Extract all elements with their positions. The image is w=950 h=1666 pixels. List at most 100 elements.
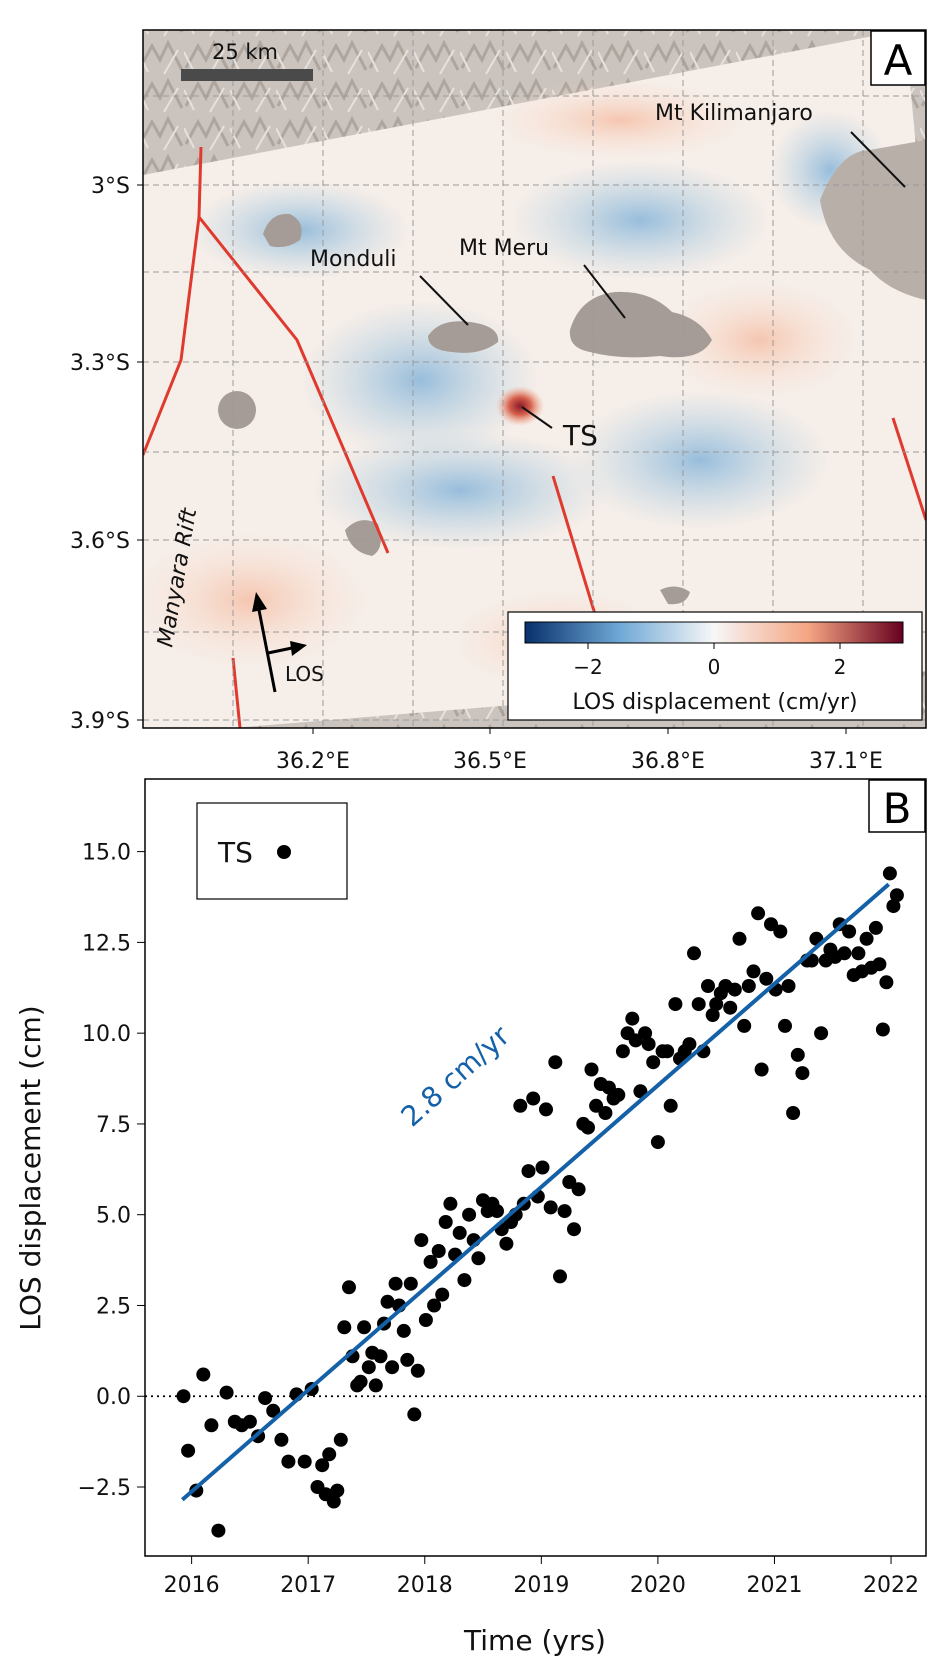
- data-point: [396, 1323, 411, 1338]
- data-point: [875, 1022, 890, 1037]
- x-tick-label: 2017: [280, 1573, 336, 1598]
- latitude-ticks: 3°S 3.3°S 3.6°S 3.9°S: [70, 174, 143, 734]
- data-point: [176, 1389, 191, 1404]
- data-point: [557, 1204, 572, 1219]
- longitude-ticks: 36.2°E 36.5°E 36.8°E 37.1°E: [276, 728, 883, 774]
- data-point: [781, 979, 796, 993]
- data-point: [709, 997, 724, 1012]
- data-point: [723, 1000, 738, 1015]
- los-arrows: [252, 592, 307, 693]
- data-point: [882, 866, 897, 881]
- lon-tick-label: 36.8°E: [631, 749, 705, 774]
- data-point: [682, 1037, 697, 1052]
- x-tick-label: 2019: [513, 1573, 569, 1598]
- lon-tick-label: 37.1°E: [809, 749, 883, 774]
- data-point: [266, 1403, 281, 1418]
- data-point: [705, 1008, 720, 1022]
- data-point: [368, 1378, 383, 1393]
- data-point: [539, 1102, 553, 1117]
- data-point: [342, 1280, 356, 1295]
- data-point: [322, 1447, 337, 1462]
- plot-frame: [144, 778, 927, 1557]
- data-point: [701, 979, 715, 993]
- los-label: LOS: [285, 662, 324, 686]
- data-point: [638, 1026, 653, 1041]
- x-tick-label: 2022: [863, 1573, 919, 1598]
- data-point: [633, 1084, 648, 1099]
- data-point: [211, 1523, 226, 1538]
- data-point: [423, 1254, 438, 1269]
- y-tick-label: 12.5: [82, 931, 131, 956]
- data-point: [625, 1011, 640, 1026]
- colorbar: −2 0 2 LOS displacement (cm/yr): [507, 611, 923, 721]
- data-point: [691, 997, 706, 1012]
- panel-label-a: A: [884, 36, 913, 85]
- data-point: [281, 1454, 296, 1469]
- y-tick-label: 5.0: [96, 1204, 131, 1229]
- lon-tick-label: 36.2°E: [276, 749, 350, 774]
- lat-tick-label: 3°S: [91, 174, 130, 199]
- legend-marker: [277, 845, 291, 859]
- data-point: [418, 1313, 433, 1327]
- lake-mask: [345, 520, 381, 556]
- place-label-ts: TS: [562, 419, 598, 452]
- data-point: [452, 1225, 467, 1240]
- place-label-monduli: Monduli: [310, 247, 397, 272]
- data-point: [650, 1135, 665, 1150]
- data-point: [353, 1374, 368, 1389]
- y-tick-label: 2.5: [96, 1294, 131, 1319]
- place-label-kilimanjaro: Mt Kilimanjaro: [655, 101, 813, 126]
- data-point: [754, 1062, 769, 1077]
- data-point: [598, 1106, 613, 1120]
- scale-bar: 25 km: [181, 40, 313, 81]
- y-axis-ticks: −2.5 0.0 2.5 5.0 7.5 10.0 12.5 15.0: [78, 841, 145, 1501]
- data-point: [373, 1349, 388, 1364]
- data-point: [737, 1018, 752, 1033]
- data-point: [814, 1026, 829, 1041]
- data-point: [668, 997, 683, 1012]
- data-point: [889, 888, 904, 903]
- data-point: [535, 1160, 550, 1175]
- data-point: [181, 1443, 196, 1458]
- timeseries-panel: 2016 2017 2018 2019 2020 2021 2022 −2.5 0.0 2.5 5…: [14, 778, 927, 1657]
- scale-bar-label: 25 km: [212, 40, 278, 64]
- data-point: [431, 1244, 446, 1258]
- y-tick-label: 10.0: [82, 1022, 131, 1047]
- data-point: [837, 946, 852, 961]
- colorbar-tick: 2: [834, 655, 847, 679]
- data-point: [357, 1320, 372, 1335]
- colorbar-tick: −2: [573, 655, 602, 679]
- data-point: [462, 1207, 477, 1222]
- legend-label: TS: [217, 836, 253, 869]
- place-label-meru: Mt Meru: [459, 236, 549, 261]
- y-tick-label: 15.0: [82, 841, 131, 866]
- data-point: [438, 1215, 453, 1229]
- data-point: [778, 1018, 792, 1033]
- y-axis-label: LOS displacement (cm): [14, 1005, 47, 1330]
- data-point: [414, 1233, 429, 1248]
- data-point: [611, 1087, 626, 1102]
- x-tick-label: 2020: [630, 1573, 686, 1598]
- data-point: [859, 931, 874, 946]
- x-axis-ticks: 2016 2017 2018 2019 2020 2021 2022: [164, 1556, 919, 1598]
- data-point: [641, 1037, 656, 1052]
- data-point: [196, 1367, 211, 1382]
- data-point: [403, 1276, 418, 1291]
- data-point: [581, 1120, 595, 1135]
- data-point: [297, 1454, 312, 1469]
- data-point: [567, 1222, 581, 1237]
- y-tick-label: 0.0: [96, 1385, 131, 1410]
- data-point: [274, 1432, 289, 1447]
- data-point: [219, 1385, 234, 1400]
- data-point: [380, 1294, 395, 1309]
- legend: TS: [196, 802, 348, 900]
- data-point: [687, 946, 701, 961]
- data-point: [326, 1494, 341, 1509]
- data-point: [543, 1200, 558, 1215]
- data-point: [315, 1458, 330, 1473]
- data-point: [851, 946, 866, 961]
- colorbar-tick: 0: [708, 655, 721, 679]
- x-tick-label: 2016: [164, 1573, 220, 1598]
- data-point: [732, 931, 747, 946]
